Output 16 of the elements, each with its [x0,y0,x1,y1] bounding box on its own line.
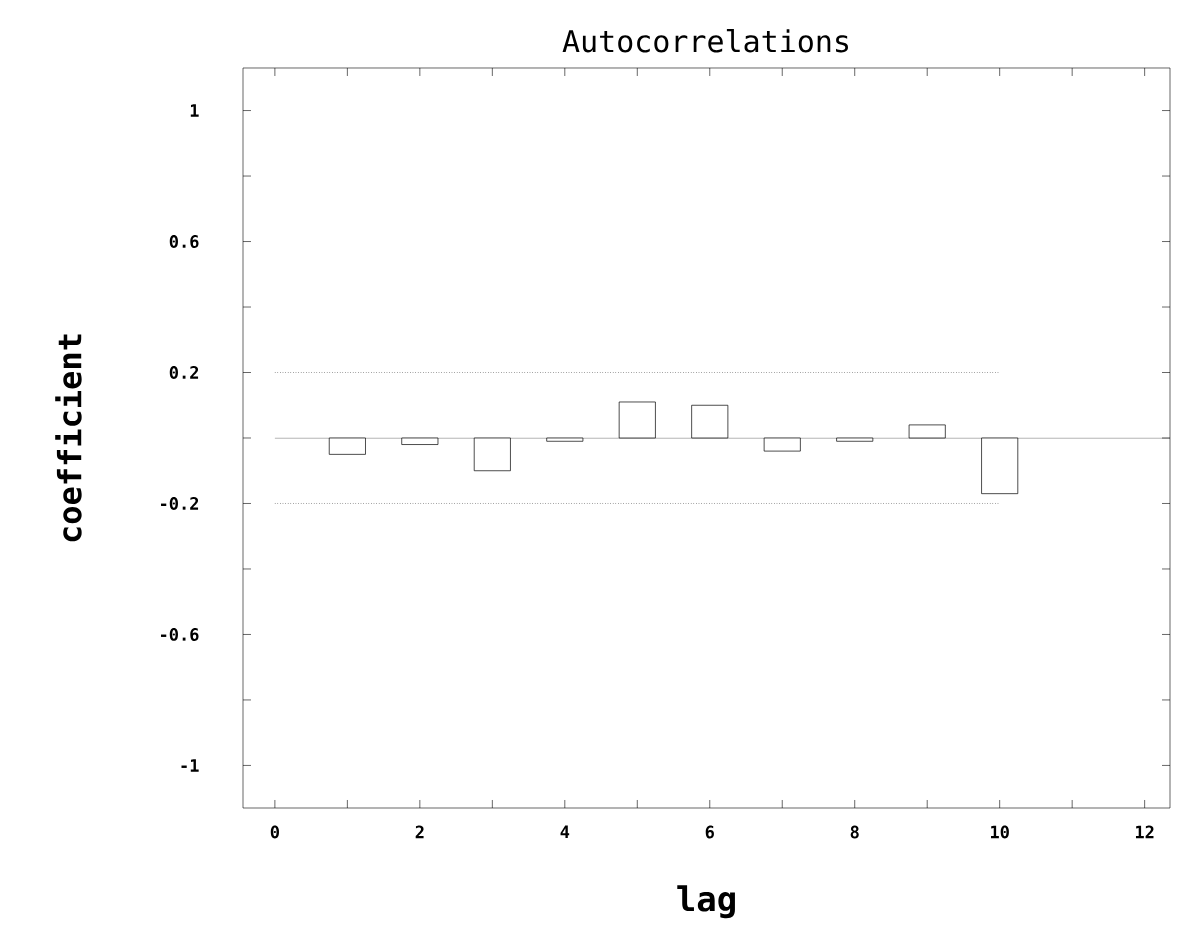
x-tick-label: 12 [1135,825,1154,839]
y-tick-label: 0.2 [169,366,199,379]
y-tick-label: 0.6 [169,235,199,248]
y-tick-label: -0.6 [161,628,199,641]
y-tick-label: -1 [181,759,199,772]
x-axis-title: lag [677,885,735,919]
x-tick-label: 0 [270,825,279,839]
y-axis-title: coefficient [55,334,82,542]
y-tick-label: -0.2 [161,497,199,510]
x-tick-label: 8 [850,825,859,839]
chart-title: Autocorrelations [562,29,848,53]
x-tick-label: 6 [705,825,714,839]
x-tick-label: 10 [991,825,1009,839]
x-tick-label: 2 [415,825,424,839]
y-tick-label: 1 [190,104,199,117]
x-tick-label: 4 [560,825,570,838]
